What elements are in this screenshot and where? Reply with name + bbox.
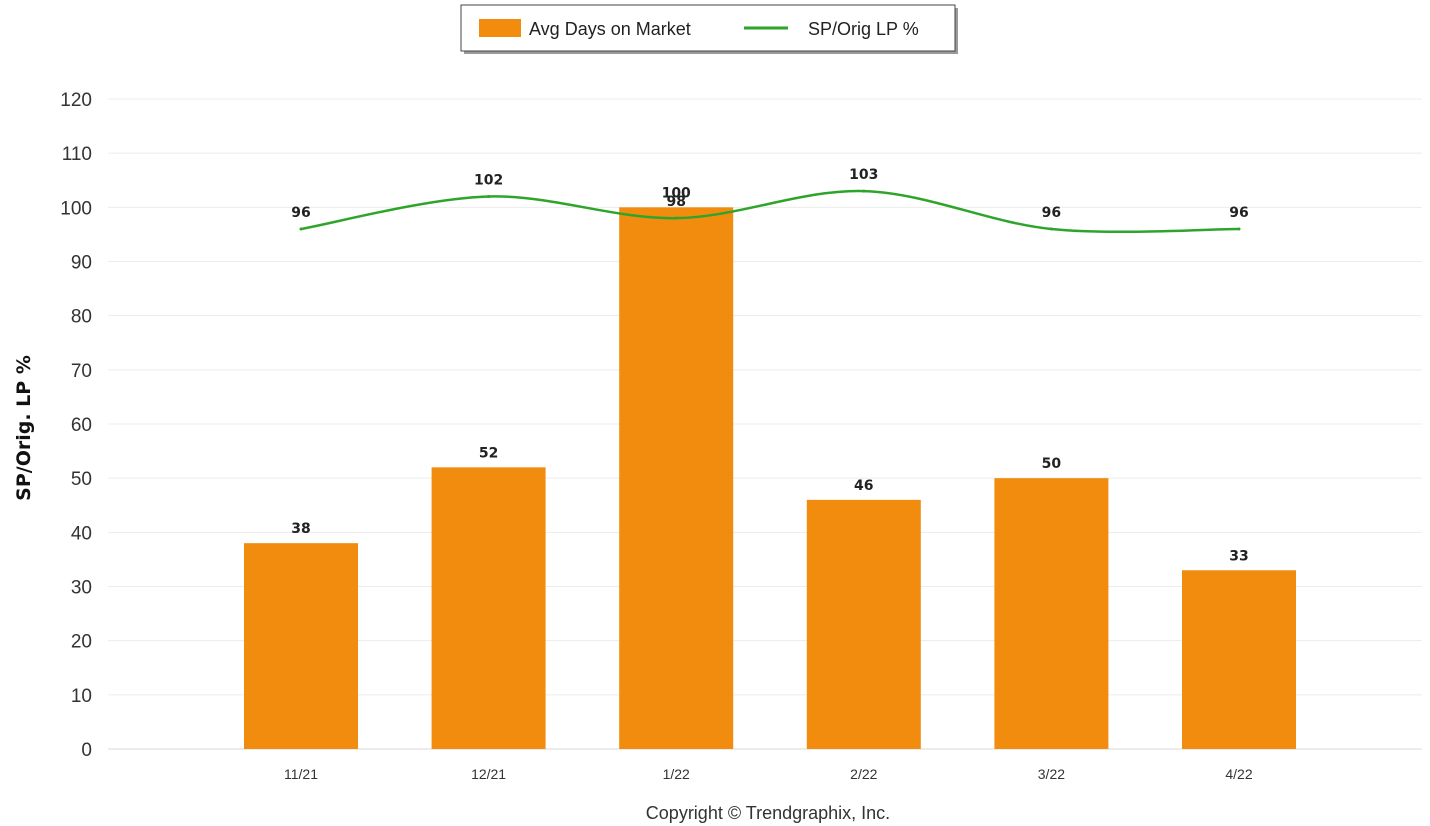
bar-data-label: 46 bbox=[854, 478, 873, 494]
bar bbox=[431, 467, 546, 749]
line-series bbox=[299, 189, 1241, 234]
line-point bbox=[1049, 227, 1053, 231]
y-tick-label: 100 bbox=[60, 198, 92, 219]
legend-label-bar: Avg Days on Market bbox=[529, 19, 691, 39]
line-data-label: 96 bbox=[1042, 205, 1061, 221]
bar bbox=[1182, 570, 1296, 749]
legend: Avg Days on Market SP/Orig LP % bbox=[460, 4, 958, 54]
x-tick-label: 2/22 bbox=[850, 766, 877, 782]
legend-swatch-bar bbox=[479, 19, 521, 37]
line-data-label: 96 bbox=[291, 205, 310, 221]
line-data-label: 102 bbox=[474, 173, 503, 189]
line-path bbox=[300, 189, 1240, 234]
y-tick-label: 80 bbox=[71, 307, 92, 328]
line-point bbox=[862, 189, 866, 193]
bar-data-label: 38 bbox=[291, 521, 310, 537]
x-tick-label: 11/21 bbox=[284, 766, 318, 782]
line-data-label: 96 bbox=[1229, 205, 1248, 221]
y-axis-label: SP/Orig. LP % bbox=[13, 355, 35, 501]
bar-series bbox=[244, 207, 1296, 750]
x-tick-label: 12/21 bbox=[471, 766, 506, 782]
legend-label-line: SP/Orig LP % bbox=[808, 19, 919, 39]
legend-box bbox=[460, 4, 956, 52]
x-tick-label: 3/22 bbox=[1038, 766, 1065, 782]
line-point bbox=[674, 216, 678, 220]
bar bbox=[244, 543, 358, 749]
line-point bbox=[299, 227, 303, 231]
bar-data-label: 50 bbox=[1042, 456, 1062, 472]
y-tick-label: 50 bbox=[71, 469, 92, 490]
bar bbox=[806, 499, 921, 749]
y-tick-label: 0 bbox=[81, 740, 92, 761]
bar bbox=[994, 478, 1109, 749]
y-tick-label: 90 bbox=[71, 253, 92, 274]
line-point bbox=[487, 195, 491, 198]
copyright-text: Copyright © Trendgraphix, Inc. bbox=[646, 803, 890, 823]
data-labels: 38 52 100 46 50 33 96 102 98 103 96 96 bbox=[291, 167, 1248, 564]
y-tick-label: 70 bbox=[71, 361, 92, 382]
y-tick-label: 10 bbox=[71, 686, 92, 707]
line-point bbox=[1237, 227, 1241, 231]
bar bbox=[619, 207, 734, 750]
x-tick-label: 4/22 bbox=[1225, 766, 1252, 782]
y-tick-label: 60 bbox=[71, 415, 92, 436]
line-data-label: 98 bbox=[666, 194, 685, 210]
bar-data-label: 100 bbox=[662, 185, 691, 201]
y-tick-label: 20 bbox=[71, 632, 92, 653]
line-data-label: 103 bbox=[849, 167, 878, 183]
y-tick-label: 30 bbox=[71, 578, 92, 599]
bar-data-label: 33 bbox=[1229, 548, 1248, 564]
y-tick-label: 120 bbox=[60, 90, 92, 111]
x-axis-ticks: 11/21 12/21 1/22 2/22 3/22 4/22 bbox=[284, 766, 1253, 782]
y-tick-label: 110 bbox=[62, 144, 92, 165]
y-tick-label: 40 bbox=[71, 523, 92, 544]
bar-data-label: 52 bbox=[479, 445, 498, 461]
y-axis-ticks: 0 10 20 30 40 50 60 70 80 90 100 110 120 bbox=[60, 90, 92, 761]
x-tick-label: 1/22 bbox=[663, 766, 690, 782]
